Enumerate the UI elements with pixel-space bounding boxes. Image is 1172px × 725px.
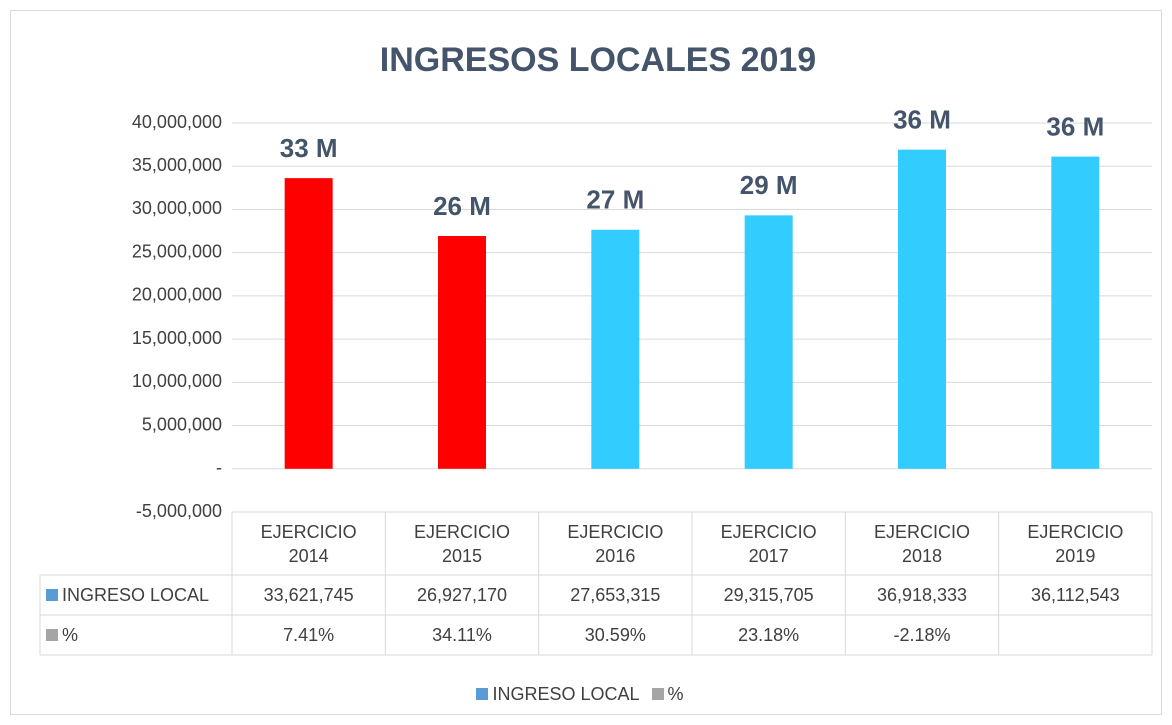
bar-label: 33 M <box>280 133 338 163</box>
row-label: INGRESO LOCAL <box>62 585 210 605</box>
table-row-header: INGRESO LOCAL <box>40 575 232 615</box>
x-tick-label: EJERCICIO 2015 <box>413 521 510 566</box>
table-value: 23.18% <box>738 625 800 645</box>
table-value: 33,621,745 <box>263 585 354 605</box>
row-label: % <box>62 625 79 645</box>
y-tick-label: 5,000,000 <box>142 414 222 434</box>
bar-label: 36 M <box>893 105 951 135</box>
table-value: 29,315,705 <box>723 585 814 605</box>
bar-label: 29 M <box>740 170 798 200</box>
table-value: 30.59% <box>584 625 646 645</box>
bar <box>591 229 640 469</box>
legend-key <box>46 629 58 641</box>
legend-key <box>46 589 58 601</box>
bar <box>438 236 486 469</box>
y-tick-label: 10,000,000 <box>132 371 222 391</box>
table-value: -2.18% <box>893 625 951 645</box>
x-tick-label: EJERCICIO 2019 <box>1027 521 1124 566</box>
bar <box>1051 156 1100 469</box>
legend: INGRESO LOCAL% <box>0 680 1172 708</box>
y-tick-label: 25,000,000 <box>132 241 222 261</box>
legend-item: % <box>651 682 684 706</box>
table-value: 36,918,333 <box>876 585 968 605</box>
bar <box>744 215 793 469</box>
bar <box>898 149 946 469</box>
y-tick-label: 40,000,000 <box>132 112 222 132</box>
x-tick-label: EJERCICIO 2014 <box>260 521 357 566</box>
legend-key <box>651 688 664 700</box>
bar-label: 36 M <box>1046 111 1104 141</box>
y-tick-label: - <box>216 458 222 478</box>
y-tick-label: 35,000,000 <box>132 155 222 175</box>
x-tick-label: EJERCICIO 2018 <box>873 521 970 566</box>
table-value: 26,927,170 <box>416 585 508 605</box>
legend-item: INGRESO LOCAL <box>476 682 640 706</box>
legend-key <box>476 688 489 700</box>
legend-label: INGRESO LOCAL <box>492 684 640 704</box>
legend-label: % <box>667 684 684 704</box>
y-tick-label: 30,000,000 <box>132 198 222 218</box>
chart-title: INGRESOS LOCALES 2019 <box>380 41 816 79</box>
y-tick-label: 20,000,000 <box>132 285 222 305</box>
y-tick-label: -5,000,000 <box>136 501 222 521</box>
bar <box>284 178 333 469</box>
table-value: 27,653,315 <box>570 585 661 605</box>
chart-border <box>10 10 1162 715</box>
table-value: 34.11% <box>432 625 492 645</box>
table-value: 7.41% <box>283 625 335 645</box>
y-tick-label: 15,000,000 <box>132 328 222 348</box>
bar-label: 27 M <box>586 185 644 215</box>
table-value: 36,112,543 <box>1030 585 1120 605</box>
bar-label: 26 M <box>433 191 491 221</box>
x-tick-label: EJERCICIO 2017 <box>720 521 817 566</box>
table-row-header: % <box>40 615 232 655</box>
x-tick-label: EJERCICIO 2016 <box>567 521 664 566</box>
